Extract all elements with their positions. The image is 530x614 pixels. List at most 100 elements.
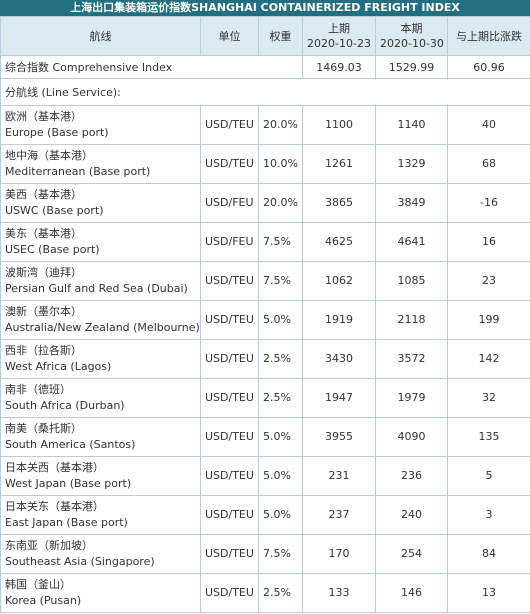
unit: USD/TEU <box>200 495 259 535</box>
weight-text: 5.0% <box>263 469 291 482</box>
prev-text: 1062 <box>325 274 353 287</box>
prev: 3865 <box>302 183 376 223</box>
unit-text: USD/TEU <box>205 274 254 287</box>
route-row: 波斯湾（迪拜） Persian Gulf and Red Sea (Dubai) U… <box>0 261 530 301</box>
curr-text: 254 <box>401 547 422 560</box>
route-text: South Africa (Durban) <box>5 399 125 412</box>
unit-text: USD/TEU <box>205 352 254 365</box>
curr: 1979 <box>375 378 448 418</box>
route-text: USEC (Base port) <box>5 243 100 256</box>
route-row: 美东（基本港） USEC (Base port) USD/FEU 7.5% 4625 46… <box>0 222 530 262</box>
route: 日本关西（基本港） West Japan (Base port) <box>0 456 201 496</box>
weight-text: 7.5% <box>263 274 291 287</box>
header-date: 2020-10-23 <box>307 37 371 50</box>
change: 23 <box>447 261 530 301</box>
change: 142 <box>447 339 530 379</box>
route-text: 美东（基本港） <box>5 227 82 240</box>
weight: 7.5% <box>258 222 303 262</box>
header-cell: 航线 <box>0 16 201 56</box>
weight-text: 2.5% <box>263 586 291 599</box>
unit-text: USD/TEU <box>205 313 254 326</box>
curr: 3572 <box>375 339 448 379</box>
prev-text: 3865 <box>325 196 353 209</box>
prev: 4625 <box>302 222 376 262</box>
prev: 1062 <box>302 261 376 301</box>
curr: 4641 <box>375 222 448 262</box>
title: 上海出口集装箱运价指数SHANGHAI CONTAINERIZED FREIGH… <box>0 0 530 16</box>
unit: USD/TEU <box>200 300 259 340</box>
cell: 1529.99 <box>375 55 448 79</box>
prev-text: 1100 <box>325 118 353 131</box>
prev: 237 <box>302 495 376 535</box>
route-text: Europe (Base port) <box>5 126 109 139</box>
unit: USD/TEU <box>200 378 259 418</box>
curr: 236 <box>375 456 448 496</box>
route-text: 东南亚（新加坡） <box>5 539 93 552</box>
unit-text: USD/TEU <box>205 391 254 404</box>
curr: 4090 <box>375 417 448 457</box>
curr-text: 1140 <box>397 118 426 131</box>
route-text: Persian Gulf and Red Sea (Dubai) <box>5 282 188 295</box>
route-row: 地中海（基本港） Mediterranean (Base port) USD/TEU… <box>0 144 530 184</box>
route-text: 波斯湾（迪拜） <box>5 266 82 279</box>
header-date: 2020-10-30 <box>380 37 444 50</box>
route-text: 日本关东（基本港） <box>5 500 104 513</box>
unit: USD/TEU <box>200 534 259 574</box>
curr: 1329 <box>375 144 448 184</box>
route-row: 欧洲（基本港） Europe (Base port) USD/TEU 20.0% 110… <box>0 105 530 145</box>
route-text: West Africa (Lagos) <box>5 360 112 373</box>
change: 3 <box>447 495 530 535</box>
header-cell: 权重 <box>258 16 303 56</box>
weight: 20.0% <box>258 105 303 145</box>
route-text: 日本关西（基本港） <box>5 461 104 474</box>
route-text: 西非（拉各斯） <box>5 344 82 357</box>
change: 84 <box>447 534 530 574</box>
header-label: 上期 <box>328 22 350 35</box>
change: 199 <box>447 300 530 340</box>
prev: 3430 <box>302 339 376 379</box>
route: 波斯湾（迪拜） Persian Gulf and Red Sea (Dubai) <box>0 261 201 301</box>
weight-text: 2.5% <box>263 391 291 404</box>
change-text: 135 <box>478 430 500 443</box>
header-cell: 单位 <box>200 16 259 56</box>
change-text: 142 <box>478 352 500 365</box>
unit: USD/FEU <box>200 222 259 262</box>
route-text: Australia/New Zealand (Melbourne) <box>5 321 200 334</box>
header-cell: 本期 2020-10-30 <box>375 16 448 56</box>
prev-text: 3955 <box>325 430 353 443</box>
route-row: 东南亚（新加坡） Southeast Asia (Singapore) USD/TE… <box>0 534 530 574</box>
route-text: USWC (Base port) <box>5 204 104 217</box>
unit-text: USD/TEU <box>205 118 254 131</box>
route-text: West Japan (Base port) <box>5 477 132 490</box>
route: 美东（基本港） USEC (Base port) <box>0 222 201 262</box>
change: -16 <box>447 183 530 223</box>
route: 西非（拉各斯） West Africa (Lagos) <box>0 339 201 379</box>
curr: 146 <box>375 573 448 613</box>
prev-text: 1919 <box>325 313 353 326</box>
weight: 2.5% <box>258 378 303 418</box>
unit: USD/TEU <box>200 456 259 496</box>
table: 航线 单位 权重 上期 2020-10-23 本期 2020-10-30 与上期比涨… <box>0 16 530 613</box>
route-text: 地中海（基本港） <box>5 149 93 162</box>
service-row: 分航线 (Line Service): <box>0 78 530 106</box>
unit-text: USD/TEU <box>205 586 254 599</box>
weight: 7.5% <box>258 534 303 574</box>
curr-text: 240 <box>401 508 422 521</box>
weight-text: 7.5% <box>263 547 291 560</box>
unit-text: USD/TEU <box>205 430 254 443</box>
unit-text: USD/FEU <box>205 196 254 209</box>
unit: USD/TEU <box>200 144 259 184</box>
weight: 7.5% <box>258 261 303 301</box>
prev: 1100 <box>302 105 376 145</box>
route-text: 韩国（釜山） <box>5 578 71 591</box>
route-text: South America (Santos) <box>5 438 136 451</box>
change: 5 <box>447 456 530 496</box>
curr-text: 1979 <box>397 391 426 404</box>
weight: 2.5% <box>258 339 303 379</box>
header-label: 本期 <box>400 22 423 35</box>
curr-text: 3572 <box>397 352 426 365</box>
route: 地中海（基本港） Mediterranean (Base port) <box>0 144 201 184</box>
unit-text: USD/TEU <box>205 508 254 521</box>
prev: 133 <box>302 573 376 613</box>
prev-text: 237 <box>328 508 350 521</box>
